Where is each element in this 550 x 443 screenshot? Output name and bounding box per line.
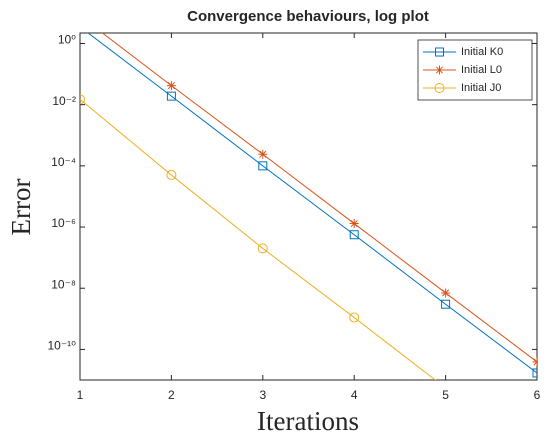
x-axis-label: Iterations [257,406,359,436]
marker [76,23,84,31]
marker [349,219,359,229]
y-tick-label: 10⁻⁶ [51,216,76,230]
y-axis-label: Error [6,179,36,236]
marker [349,312,360,323]
y-tick-label: 10⁰ [58,33,76,47]
x-tick-label: 4 [351,388,358,402]
marker [258,149,268,159]
series-line [101,33,537,363]
x-tick-label: 6 [534,388,541,402]
marker [532,368,537,378]
marker [257,243,268,254]
series-line [87,33,537,374]
legend-label: Initial K0 [461,46,503,58]
y-tick-label: 10⁻⁸ [51,277,76,291]
marker [434,83,445,93]
marker [258,161,268,171]
x-tick-label: 5 [442,388,449,402]
marker [80,94,85,105]
legend-label: Initial J0 [461,82,501,94]
marker [441,299,451,309]
marker [435,65,444,75]
x-tick-label: 3 [259,388,266,402]
x-tick-label: 1 [77,388,84,402]
y-tick-label: 10⁻² [52,94,76,108]
legend-label: Initial L0 [461,64,502,76]
x-tick-label: 2 [168,388,175,402]
marker [435,47,444,57]
marker [76,11,85,20]
marker [441,288,451,298]
marker [349,230,359,240]
series-line [80,98,437,380]
marker [532,357,537,367]
y-tick-label: 10⁻⁴ [51,155,76,169]
marker [166,91,176,101]
marker [166,170,177,181]
y-tick-label: 10⁻¹⁰ [48,339,77,353]
chart-title: Convergence behaviours, log plot [187,8,429,25]
marker [166,81,176,91]
plot-content [76,11,537,380]
